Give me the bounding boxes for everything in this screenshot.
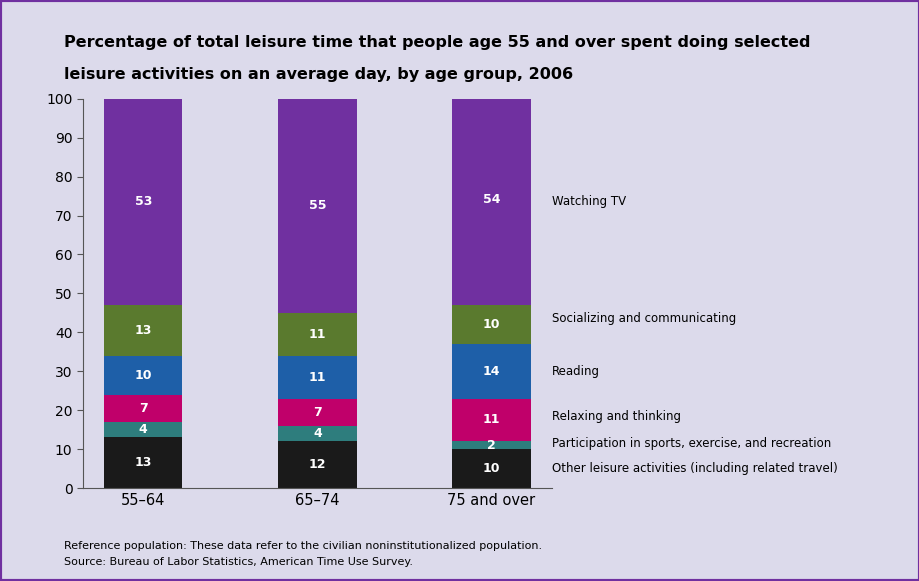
Text: 12: 12 (308, 458, 326, 471)
Text: 4: 4 (139, 423, 148, 436)
Bar (104, 99, 182, 305)
Bar (104, 305, 182, 356)
Text: 11: 11 (308, 328, 326, 341)
Text: Socializing and communicating: Socializing and communicating (551, 312, 735, 325)
Text: 10: 10 (134, 369, 152, 382)
Text: 10: 10 (482, 318, 500, 331)
Bar (278, 99, 357, 313)
Bar (104, 422, 182, 437)
Text: Reference population: These data refer to the civilian noninstitutionalized popu: Reference population: These data refer t… (64, 541, 542, 551)
Bar (452, 305, 530, 344)
Text: 4: 4 (312, 427, 322, 440)
Text: 10: 10 (482, 462, 500, 475)
Text: 7: 7 (312, 406, 322, 419)
Text: Source: Bureau of Labor Statistics, American Time Use Survey.: Source: Bureau of Labor Statistics, Amer… (64, 557, 413, 566)
Bar (278, 426, 357, 442)
Bar (278, 399, 357, 426)
Text: Other leisure activities (including related travel): Other leisure activities (including rela… (551, 462, 836, 475)
Bar (104, 356, 182, 394)
Text: leisure activities on an average day, by age group, 2006: leisure activities on an average day, by… (64, 67, 573, 82)
Bar (278, 313, 357, 356)
Text: 7: 7 (139, 401, 148, 415)
Text: Watching TV: Watching TV (551, 195, 625, 209)
Bar (104, 437, 182, 488)
Bar (452, 442, 530, 449)
Bar (104, 394, 182, 422)
Bar (452, 344, 530, 399)
Text: 53: 53 (134, 195, 152, 209)
Bar (278, 442, 357, 488)
Text: 11: 11 (308, 371, 326, 383)
Text: 2: 2 (486, 439, 495, 451)
Text: 13: 13 (134, 324, 152, 337)
Text: 55: 55 (308, 199, 326, 212)
Text: Reading: Reading (551, 365, 599, 378)
Text: Relaxing and thinking: Relaxing and thinking (551, 410, 680, 422)
Text: Participation in sports, exercise, and recreation: Participation in sports, exercise, and r… (551, 437, 830, 450)
Bar (452, 449, 530, 488)
Text: 54: 54 (482, 193, 500, 206)
Text: 11: 11 (482, 414, 500, 426)
Text: 14: 14 (482, 365, 500, 378)
Bar (452, 95, 530, 305)
Text: 13: 13 (134, 456, 152, 469)
Bar (278, 356, 357, 399)
Bar (452, 399, 530, 442)
Text: Percentage of total leisure time that people age 55 and over spent doing selecte: Percentage of total leisure time that pe… (64, 35, 810, 50)
